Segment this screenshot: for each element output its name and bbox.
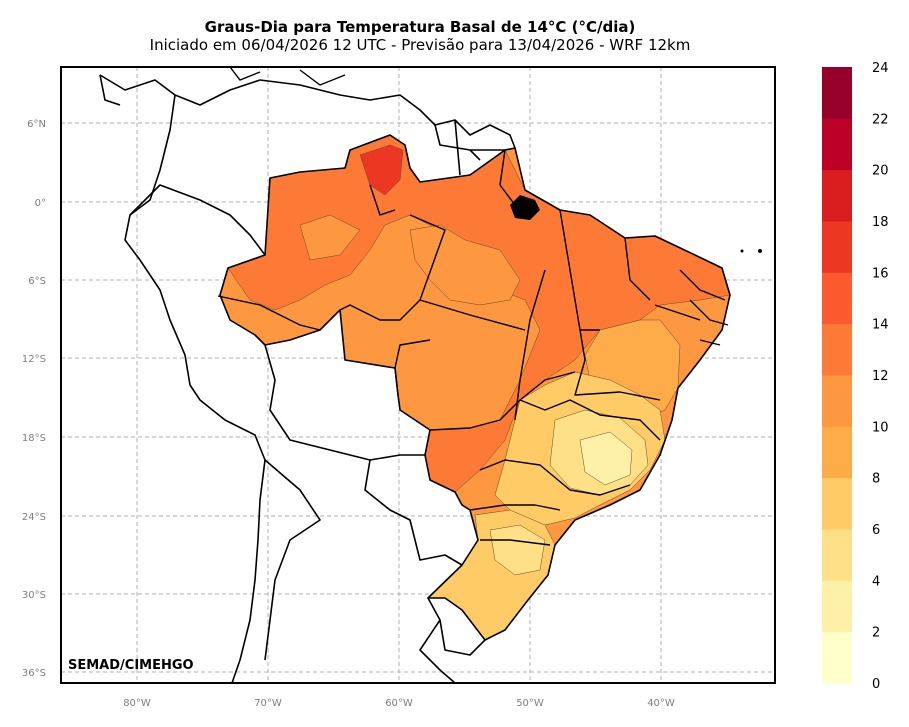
guianas-borders [434, 119, 516, 176]
lat-label-36s: 36°S [22, 668, 46, 679]
brazil-outline [219, 134, 731, 641]
colombia-venezuela-border [174, 79, 505, 151]
colorbar-tick-label: 16 [872, 266, 889, 281]
state-border-maranhao-piaui [559, 209, 600, 331]
state-borders [217, 149, 729, 546]
colorbar-swatch [822, 477, 852, 530]
colorbar-tick-label: 20 [872, 164, 889, 179]
state-border-piaui-ceara [624, 237, 651, 301]
colorbar-tick-label: 22 [872, 112, 889, 127]
colorbar-swatch [822, 375, 852, 427]
state-border-amazonas-para [339, 214, 446, 321]
colorbar-swatch [822, 118, 852, 171]
map-frame [60, 66, 776, 684]
peru-border [129, 184, 266, 256]
paraguay-border [364, 459, 463, 566]
colorbar-tick-label: 2 [872, 626, 880, 641]
state-border-mg [519, 399, 661, 441]
amazon-interior-region [299, 214, 521, 306]
lat-label-18s: 18°S [22, 433, 46, 444]
credit-label: SEMAD/CIMEHGO [68, 658, 194, 673]
country-borders [99, 74, 731, 683]
longitude-labels: 80°W 70°W 60°W 50°W 40°W [123, 698, 675, 709]
colorbar-swatch [822, 323, 852, 376]
lon-label-70w: 70°W [254, 698, 282, 709]
bolivia-border [264, 344, 425, 461]
lon-label-60w: 60°W [385, 698, 413, 709]
lat-label-6s: 6°S [28, 276, 46, 287]
colorbar-tick-label: 24 [872, 61, 889, 76]
map-subtitle: Iniciado em 06/04/2026 12 UTC - Previsão… [149, 36, 691, 54]
lat-label-6n: 6°N [27, 119, 46, 130]
colorbar-tick-label: 4 [872, 574, 880, 589]
state-border-sp [479, 459, 631, 496]
caribbean-fragment [229, 67, 346, 86]
state-border-acre [217, 295, 321, 331]
colorbar-swatch [822, 631, 852, 684]
lon-label-50w: 50°W [516, 698, 544, 709]
central-america [99, 74, 121, 106]
island-mark-1 [740, 249, 744, 253]
state-border-para-mato-grosso [419, 299, 526, 331]
state-border-sc [480, 539, 551, 546]
lat-label-24s: 24°S [22, 512, 46, 523]
state-border-roraima [369, 184, 396, 216]
state-border-parana [469, 504, 561, 511]
island-mark-2 [758, 249, 762, 253]
colorbar-swatch [822, 426, 852, 479]
argentina-border [264, 459, 321, 661]
amazon-delta-mark [510, 195, 540, 220]
state-border-mato-grosso [394, 339, 431, 396]
colorbar-swatch [822, 580, 852, 633]
colorbar-swatch [822, 169, 852, 222]
colorbar-tick-label: 0 [872, 677, 880, 692]
state-border-ne-small [654, 269, 729, 346]
south-cold-region [489, 524, 546, 576]
colorbar-tick-label: 8 [872, 472, 880, 487]
uruguay-border [427, 597, 486, 656]
colorbar-swatch [822, 272, 852, 325]
lon-label-40w: 40°W [647, 698, 675, 709]
colorbar-tick-label: 10 [872, 420, 889, 435]
south-america-west-coast [99, 74, 266, 683]
colorbar-tick-label: 12 [872, 369, 889, 384]
colorbar-swatch [822, 67, 852, 119]
lat-label-30s: 30°S [22, 590, 46, 601]
lon-label-80w: 80°W [123, 698, 151, 709]
colorbar-swatch [822, 529, 852, 581]
colorbar-tick-label: 14 [872, 318, 889, 333]
state-border-amapa [499, 149, 516, 206]
argentina-east-coast [419, 619, 456, 683]
lat-label-0: 0° [35, 198, 46, 209]
brazil-field [219, 134, 731, 641]
map-title: Graus-Dia para Temperatura Basal de 14°C… [204, 18, 636, 36]
state-border-tocantins [514, 269, 546, 421]
colorbar-tick-label: 18 [872, 215, 889, 230]
lat-label-12s: 12°S [22, 354, 46, 365]
minas-coldest-region [579, 431, 633, 486]
colorbar-tick-label: 6 [872, 523, 880, 538]
state-border-bahia [574, 329, 661, 401]
colorbar-swatch [822, 221, 852, 273]
latitude-labels: 6°N 0° 6°S 12°S 18°S 24°S 30°S 36°S [22, 119, 46, 679]
state-border-goias [429, 371, 576, 431]
